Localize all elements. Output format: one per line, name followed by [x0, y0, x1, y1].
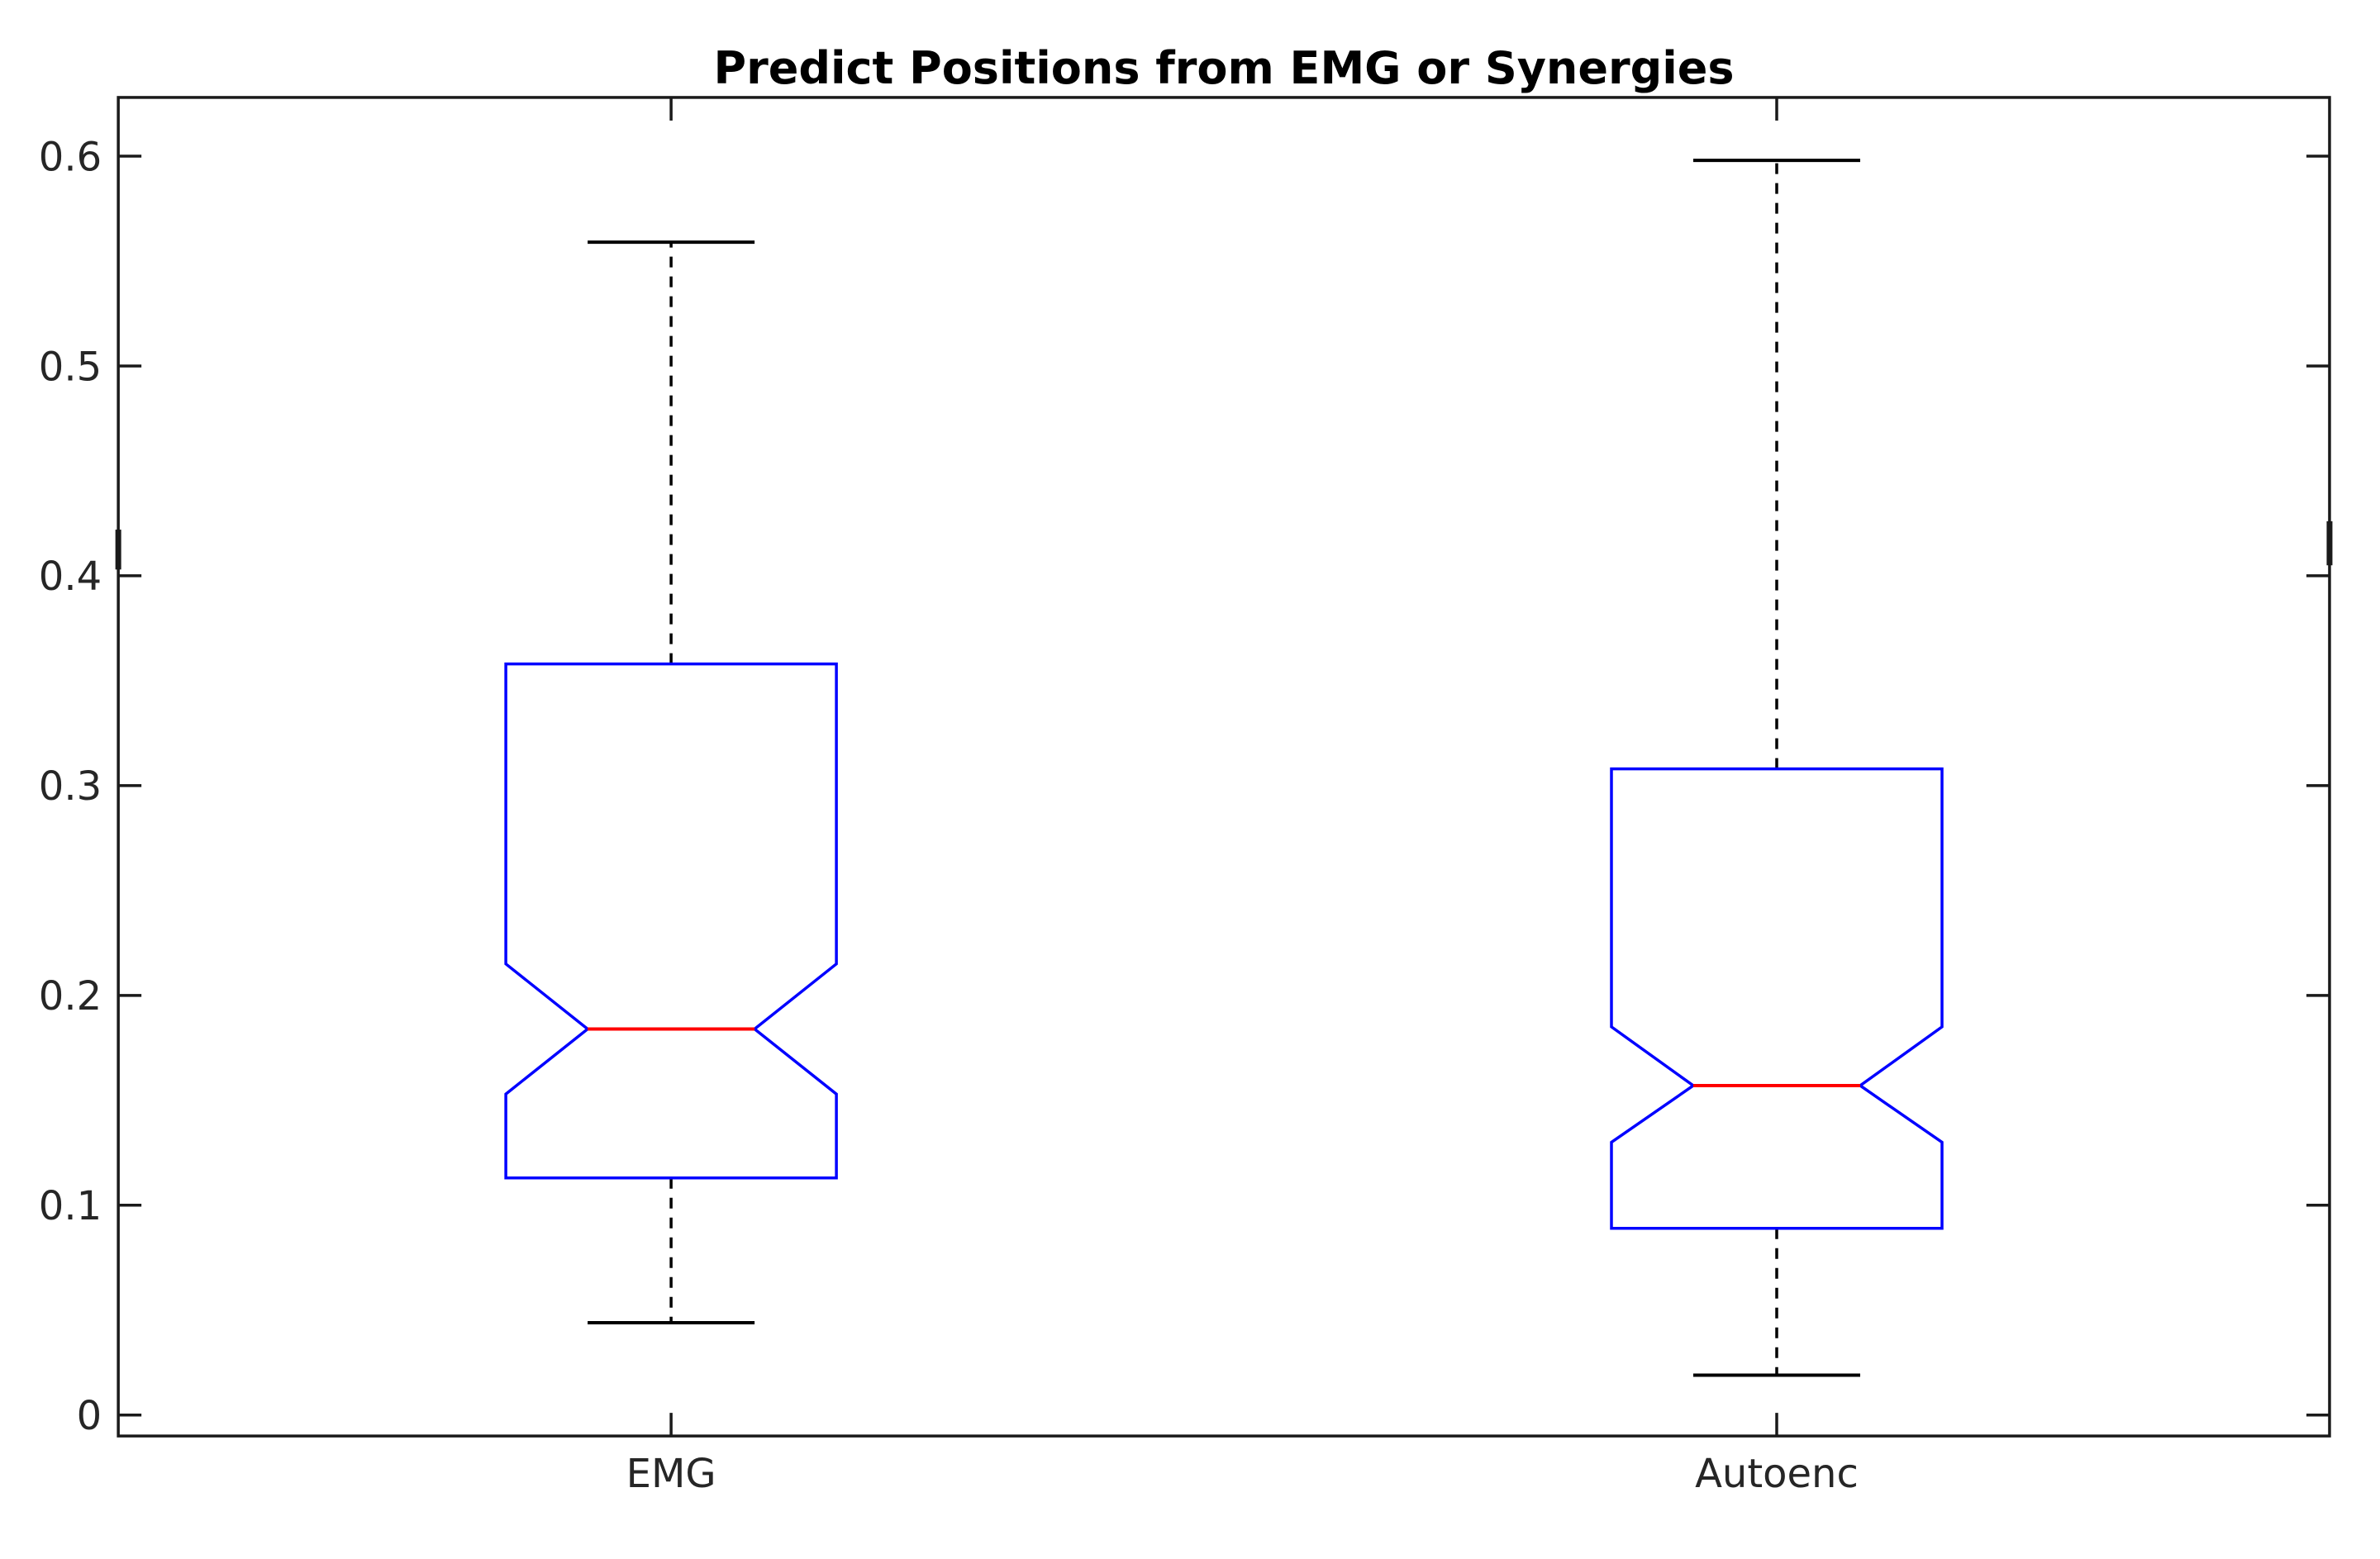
chart-title: Predict Positions from EMG or Synergies	[714, 42, 1735, 94]
x-category-label: Autoenc	[1695, 1451, 1859, 1497]
y-tick-label: 0	[77, 1393, 102, 1439]
y-tick-label: 0.1	[39, 1183, 102, 1229]
y-tick-label: 0.2	[39, 973, 102, 1020]
y-tick-label: 0.6	[39, 134, 102, 180]
plot-border	[117, 96, 2331, 1438]
y-tick-label: 0.5	[39, 344, 102, 390]
notched-box-EMG	[504, 662, 838, 1180]
axis-edge-mark-left	[115, 530, 121, 570]
notched-box-Autoenc	[1610, 767, 1944, 1230]
x-category-label: EMG	[626, 1451, 716, 1497]
y-tick-label: 0.3	[39, 763, 102, 810]
axis-edge-mark-right	[2326, 520, 2333, 566]
y-tick-label: 0.4	[39, 554, 102, 600]
